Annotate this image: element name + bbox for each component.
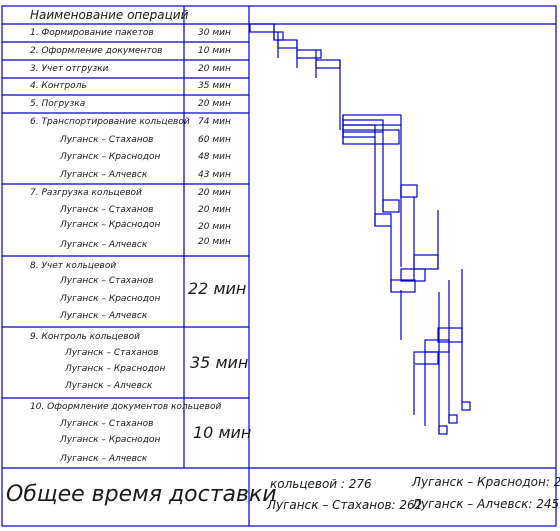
total-ring: кольцевой : 276 [270, 477, 372, 491]
group-7-time: 20 мин [198, 188, 231, 198]
gantt-bar-18 [413, 351, 439, 365]
group-7-route-3-time: 20 мин [198, 237, 231, 247]
gantt-bar-5 [315, 59, 341, 69]
row-4-time: 35 мин [198, 81, 231, 91]
row-3-name: 3. Учет отгрузки [30, 64, 109, 74]
group-10-merged-time: 10 мин [193, 423, 252, 442]
group-6-time: 74 мин [198, 117, 231, 127]
total-alchevsk: Луганск – Алчевск: 245 [412, 497, 560, 511]
gantt-bar-20 [448, 414, 458, 424]
gantt-bar-10 [400, 184, 418, 198]
gantt-bar-3 [277, 39, 298, 49]
row-5-time: 20 мин [198, 99, 231, 109]
row-1-time: 30 мин [198, 28, 231, 38]
group-8-route-2-name: Луганск – Краснодон [60, 294, 161, 304]
group-7-route-1-time: 20 мин [198, 205, 231, 215]
group-6-route-2-name: Луганск – Краснодон [60, 152, 161, 162]
group-9-title: 9. Контроль кольцевой [30, 332, 140, 342]
group-6-title: 6. Транспортирование кольцевой [30, 117, 190, 127]
group-9-route-3-name: Луганск – Алчевск [65, 381, 153, 391]
gantt-bar-14 [400, 268, 426, 282]
group-9-route-2-name: Луганск – Краснодон [65, 364, 166, 374]
row-1-name: 1. Формирование пакетов [30, 28, 154, 38]
gantt-bars [249, 23, 471, 435]
gantt-bar-11 [382, 199, 400, 213]
group-7-route-3-name: Луганск – Алчевск [60, 240, 148, 250]
group-10-route-2-name: Луганск – Краснодон [60, 435, 161, 445]
group-6-route-2-time: 48 мин [198, 152, 231, 162]
group-10-route-3-name: Луганск – Алчевск [60, 454, 148, 464]
total-delivery-time-label: Общее время доставки [6, 482, 277, 507]
group-10-route-1-name: Луганск – Стаханов [60, 419, 154, 429]
group-7-title: 7. Разгрузка кольцевой [30, 188, 142, 198]
group-7-route-2-name: Луганск – Краснодон [60, 220, 161, 230]
total-stakhanov: Луганск – Стаханов: 262 [267, 498, 423, 512]
group-8-title: 8. Учет кольцевой [30, 261, 117, 271]
group-6-route-1-name: Луганск – Стаханов [60, 135, 154, 145]
row-5-name: 5. Погрузка [30, 99, 86, 109]
group-7-route-2-time: 20 мин [198, 222, 231, 232]
group-7-route-1-name: Луганск – Стаханов [60, 205, 154, 215]
outer-frame [1, 5, 557, 527]
gantt-bar-4 [296, 49, 322, 59]
row-3-time: 20 мин [198, 64, 231, 74]
gantt-bar-8 [342, 124, 376, 138]
gantt-bar-13 [413, 254, 439, 270]
group-9-route-1-name: Луганск – Стаханов [65, 348, 159, 358]
group-6-route-1-time: 60 мин [198, 135, 231, 145]
group-6-route-3-name: Луганск – Алчевск [60, 170, 148, 180]
row-2-time: 10 мин [198, 46, 231, 56]
row-2-name: 2. Оформление документов [30, 46, 163, 56]
group-8-merged-time: 22 мин [188, 279, 247, 298]
total-krasnodon: Луганск – Краснодон: 250 [412, 475, 560, 489]
gantt-bar-12 [374, 213, 392, 227]
gantt-bar-15 [390, 279, 416, 293]
header-operation-label: Наименование операций [30, 8, 189, 22]
group-9-merged-time: 35 мин [190, 353, 249, 372]
group-6-route-3-time: 43 мин [198, 170, 231, 180]
gantt-bar-19 [461, 401, 471, 411]
row-4-name: 4. Контроль [30, 81, 87, 91]
gantt-bar-1 [249, 23, 275, 33]
group-8-route-3-name: Луганск – Алчевск [60, 311, 148, 321]
gantt-bar-21 [438, 425, 448, 435]
group-8-route-1-name: Луганск – Стаханов [60, 276, 154, 286]
group-10-title: 10. Оформление документов кольцевой [30, 402, 222, 412]
